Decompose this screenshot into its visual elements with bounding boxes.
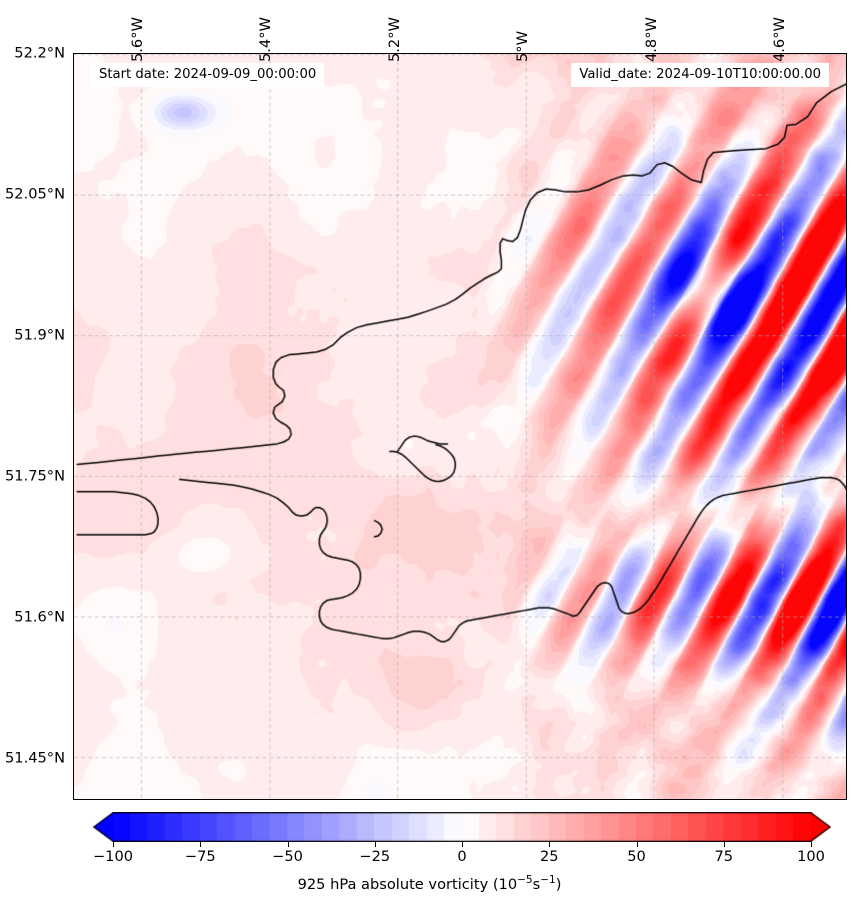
y-tick-label: 51.45°N [5,749,65,767]
colorbar-tick [200,842,201,847]
y-tick-label: 51.75°N [5,467,65,485]
colorbar-label: 925 hPa absolute vorticity (10−5s−1) [0,874,859,893]
y-tick-label: 52.05°N [5,185,65,203]
colorbar-tick [637,842,638,847]
colorbar-tick-label: 0 [457,848,467,865]
colorbar-gradient [93,812,831,842]
start-date-label: Start date: 2024-09-09_00:00:00 [91,63,325,88]
x-tick-label: 4.8°W [642,17,660,62]
colorbar-label-exponent: −5 [517,874,533,887]
x-tick-label: 5°W [514,30,532,62]
colorbar-tick-label: 75 [714,848,734,865]
colorbar-tick-label: −100 [92,848,134,865]
colorbar-tick-label: −75 [184,848,216,865]
colorbar-tick-label: 100 [797,848,825,865]
colorbar-label-exponent: −1 [540,874,556,887]
x-tick-label: 4.6°W [771,17,789,62]
colorbar-tick-label: −50 [272,848,303,865]
colorbar-tick [462,842,463,847]
colorbar-tick [288,842,289,847]
x-tick-label: 5.6°W [128,17,146,62]
colorbar-label-text: ) [555,876,562,893]
colorbar: −100 −75 −50 −25 0 25 50 75 100 925 hPa absolute… [0,806,859,908]
colorbar-label-text: s [532,876,541,893]
valid-date-label: Valid_date: 2024-09-10T10:00:00.00 [571,63,829,88]
y-tick-label: 51.6°N [14,608,65,626]
colorbar-tick [811,842,812,847]
colorbar-label-text: 10 [498,876,518,893]
x-tick-label: 5.4°W [257,17,275,62]
map-axes: Start date: 2024-09-09_00:00:00 Valid_da… [73,53,847,800]
colorbar-tick-label: 25 [539,848,559,865]
colorbar-tick-label: 50 [627,848,646,865]
colorbar-tick [549,842,550,847]
colorbar-label-text: 925 hPa absolute vorticity ( [297,876,499,893]
colorbar-tick-label: −25 [359,848,391,865]
coastline [74,54,846,799]
colorbar-tick [375,842,376,847]
colorbar-tick [113,842,114,847]
x-tick-label: 5.2°W [385,17,403,62]
y-tick-label: 51.9°N [14,326,65,344]
colorbar-tick [724,842,725,847]
y-tick-label: 52.2°N [14,44,65,62]
